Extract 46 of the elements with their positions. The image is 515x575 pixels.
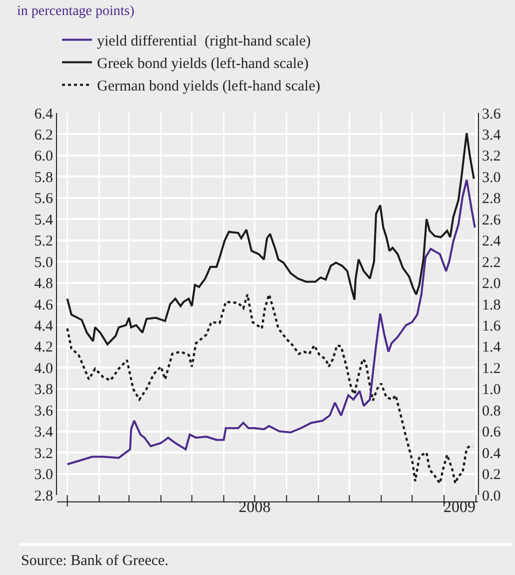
y2-tick-label: 2.4 (482, 234, 502, 250)
y2-tick-label: 3.0 (482, 170, 501, 186)
y-tick-label: 3.4 (34, 424, 54, 441)
y2-tick-label: 3.4 (482, 127, 502, 144)
y-tick-label: 6.0 (34, 148, 53, 165)
legend-label: Greek bond yields (left-hand scale) (97, 56, 309, 72)
line-series (66, 132, 475, 346)
y2-tick-label: 1.0 (482, 382, 501, 398)
y2-tick-label: 1.6 (482, 318, 502, 334)
y2-tick-label: 0.4 (482, 446, 502, 462)
y-tick-label: 5.0 (34, 254, 53, 271)
y-tick-label: 6.2 (34, 127, 53, 144)
legend-label: German bond yields (left-hand scale) (97, 78, 320, 95)
y2-tick-label: 0.6 (482, 424, 502, 441)
y-tick-label: 4.2 (34, 340, 53, 356)
y-tick-label: 5.4 (34, 212, 54, 228)
y-tick-label: 5.2 (34, 234, 53, 250)
y-tick-label: 3.2 (34, 446, 53, 462)
line-series (66, 178, 476, 466)
legend-label: yield differential (right-hand scale) (97, 34, 311, 50)
y2-tick-label: 0.2 (482, 467, 501, 484)
y2-tick-label: 0.0 (482, 488, 501, 504)
line-series (66, 293, 474, 484)
y2-tick-label: 2.6 (482, 212, 502, 228)
y-tick-label: 3.6 (34, 403, 54, 420)
y-tick-label: 5.6 (34, 191, 54, 208)
y2-tick-label: 1.2 (482, 360, 501, 377)
chart-subtitle: in percentage points) (17, 4, 135, 19)
y-tick-label: 4.6 (34, 297, 54, 314)
y-tick-label: 5.8 (34, 170, 53, 186)
y2-tick-label: 2.8 (482, 191, 501, 208)
y2-tick-label: 1.4 (482, 340, 502, 356)
y2-tick-label: 1.8 (482, 297, 501, 314)
y-tick-label: 4.4 (34, 318, 54, 334)
y-tick-label: 2.8 (34, 488, 53, 504)
y2-tick-label: 2.0 (482, 276, 501, 292)
y2-tick-label: 3.2 (482, 148, 501, 165)
y-tick-label: 6.4 (34, 106, 54, 122)
y2-tick-label: 0.8 (482, 403, 501, 420)
y-tick-label: 3.8 (34, 382, 53, 398)
y-tick-label: 4.8 (34, 276, 53, 292)
y2-tick-label: 2.2 (482, 254, 501, 271)
y-tick-label: 3.0 (34, 467, 53, 484)
y-tick-label: 4.0 (34, 360, 53, 377)
source-note: Source: Bank of Greece. (21, 553, 168, 569)
y2-tick-label: 3.6 (482, 106, 502, 122)
